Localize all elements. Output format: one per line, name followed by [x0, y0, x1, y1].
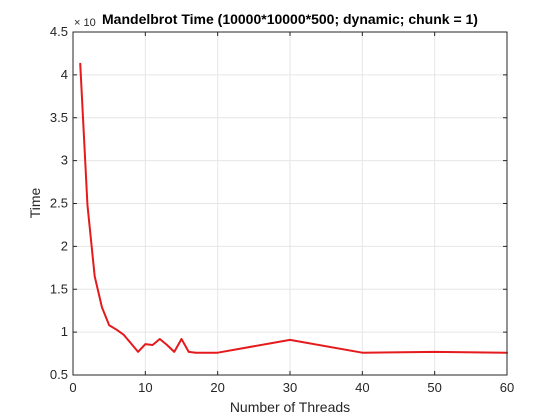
- y-tick-label: 1.5: [50, 281, 68, 296]
- y-ticks: 0.5 1 1.5 2 2.5 3 3.5 4 4.5: [50, 24, 507, 382]
- y-tick-label: 2.5: [50, 196, 68, 211]
- data-point: [180, 338, 183, 340]
- x-tick-label: 0: [69, 380, 76, 395]
- y-exponent-label: × 10: [74, 17, 96, 29]
- y-axis-label: Time: [27, 187, 43, 218]
- data-point: [361, 352, 363, 354]
- x-tick-label: 10: [138, 380, 152, 395]
- data-point: [115, 328, 117, 331]
- data-point: [202, 352, 204, 354]
- data-point: [166, 344, 168, 346]
- data-point: [86, 204, 89, 206]
- series-line: [79, 62, 508, 354]
- data-point: [209, 352, 212, 354]
- series-layer: [79, 62, 508, 354]
- x-tick-label: 30: [283, 380, 297, 395]
- chart-title: Mandelbrot Time (10000*10000*500; dynami…: [102, 11, 478, 27]
- y-tick-label: 3.5: [50, 110, 68, 125]
- data-point: [434, 351, 436, 353]
- x-tick-label: 20: [210, 380, 224, 395]
- data-point: [108, 324, 110, 326]
- data-point: [79, 63, 81, 65]
- x-axis-label: Number of Threads: [230, 399, 350, 415]
- x-tick-label: 50: [427, 380, 441, 395]
- data-point: [101, 306, 103, 308]
- data-point: [94, 275, 96, 277]
- data-point: [195, 352, 197, 354]
- y-tick-label: 0.5: [50, 367, 68, 382]
- data-point: [151, 344, 154, 346]
- y-tick-label: 1: [61, 324, 68, 339]
- data-point: [144, 343, 146, 345]
- data-point: [173, 351, 175, 353]
- data-point: [137, 351, 139, 353]
- data-point: [123, 334, 125, 336]
- data-point: [130, 342, 132, 344]
- data-point: [188, 351, 190, 353]
- x-tick-label: 40: [355, 380, 369, 395]
- y-tick-label: 4: [61, 67, 68, 82]
- data-point: [217, 352, 219, 354]
- x-ticks: 0 10 20 30 40 50 60: [69, 32, 514, 395]
- data-point: [289, 339, 291, 341]
- y-tick-label: 2: [61, 238, 68, 253]
- data-point: [159, 338, 161, 340]
- y-tick-label: 4.5: [50, 24, 68, 39]
- x-tick-label: 60: [500, 380, 514, 395]
- y-tick-label: 3: [61, 153, 68, 168]
